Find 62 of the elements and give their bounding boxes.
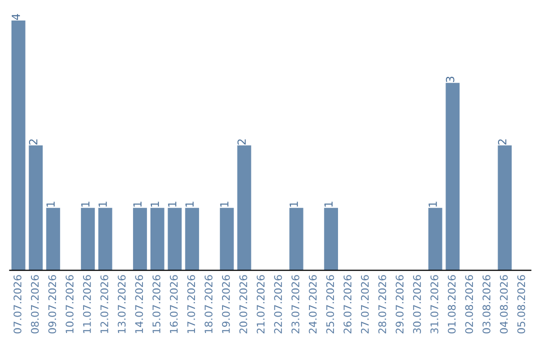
bar: [11, 20, 26, 270]
x-tick-label: 04.08.2026: [500, 275, 508, 334]
x-tick-label: 31.07.2026: [430, 275, 438, 334]
x-tick-label: 09.07.2026: [48, 275, 56, 334]
data-label: 1: [46, 202, 55, 207]
data-label: 1: [98, 202, 107, 207]
bar: [220, 208, 234, 270]
bar: [289, 208, 304, 270]
bar: [150, 208, 164, 270]
x-tick-label: 16.07.2026: [170, 275, 178, 333]
bar: [46, 208, 60, 270]
data-label: 1: [150, 202, 159, 207]
x-tick-label: 29.07.2026: [396, 275, 404, 334]
bar: [446, 82, 460, 270]
x-tick-label: 07.07.2026: [14, 275, 22, 334]
x-tick-label: 13.07.2026: [118, 275, 126, 333]
x-tick-label: 12.07.2026: [100, 275, 108, 333]
x-tick-label: 27.07.2026: [360, 275, 369, 334]
data-label: 1: [168, 202, 176, 207]
data-label: 3: [446, 76, 454, 82]
bar: [324, 208, 338, 270]
bar: [168, 208, 182, 270]
bar: [237, 145, 252, 270]
bar: [98, 208, 112, 270]
x-tick-label: 20.07.2026: [239, 275, 248, 334]
data-label: 2: [237, 139, 246, 145]
x-tick-label: 22.07.2026: [274, 275, 282, 334]
x-tick-label: 30.07.2026: [413, 275, 421, 334]
x-tick-label: 14.07.2026: [135, 275, 144, 333]
x-tick-label: 15.07.2026: [152, 275, 160, 333]
bar: [498, 145, 512, 270]
x-tick-label: 23.07.2026: [291, 275, 300, 334]
x-tick-label: 25.07.2026: [326, 275, 334, 334]
data-label: 1: [290, 202, 298, 207]
x-tick-label: 01.08.2026: [448, 275, 456, 334]
bar: [28, 145, 43, 270]
bar: [133, 208, 147, 270]
x-tick-label: 03.08.2026: [482, 275, 490, 334]
data-label: 2: [498, 139, 506, 145]
x-tick-label: 26.07.2026: [344, 275, 352, 334]
x-tick-label: 19.07.2026: [222, 275, 230, 333]
x-tick-label: 10.07.2026: [66, 275, 74, 333]
data-label: 1: [186, 202, 194, 207]
x-tick-label: 24.07.2026: [308, 275, 317, 334]
data-label: 4: [12, 14, 20, 20]
bar: [185, 208, 200, 270]
data-label: 1: [81, 202, 90, 207]
data-label: 1: [133, 202, 142, 207]
x-tick-label: 18.07.2026: [204, 275, 212, 333]
data-label: 1: [324, 202, 333, 207]
data-label: 1: [220, 202, 228, 207]
bar: [428, 208, 442, 270]
data-label: 2: [29, 139, 38, 145]
data-label: 1: [428, 202, 437, 207]
x-tick-label: 05.08.2026: [517, 275, 526, 334]
x-tick-label: 21.07.2026: [256, 275, 265, 334]
x-tick-label: 28.07.2026: [378, 275, 386, 334]
x-tick-label: 11.07.2026: [83, 275, 91, 333]
x-tick-label: 17.07.2026: [187, 275, 196, 333]
x-tick-label: 08.07.2026: [30, 275, 39, 334]
bar: [80, 208, 95, 270]
x-tick-label: 02.08.2026: [465, 275, 474, 334]
